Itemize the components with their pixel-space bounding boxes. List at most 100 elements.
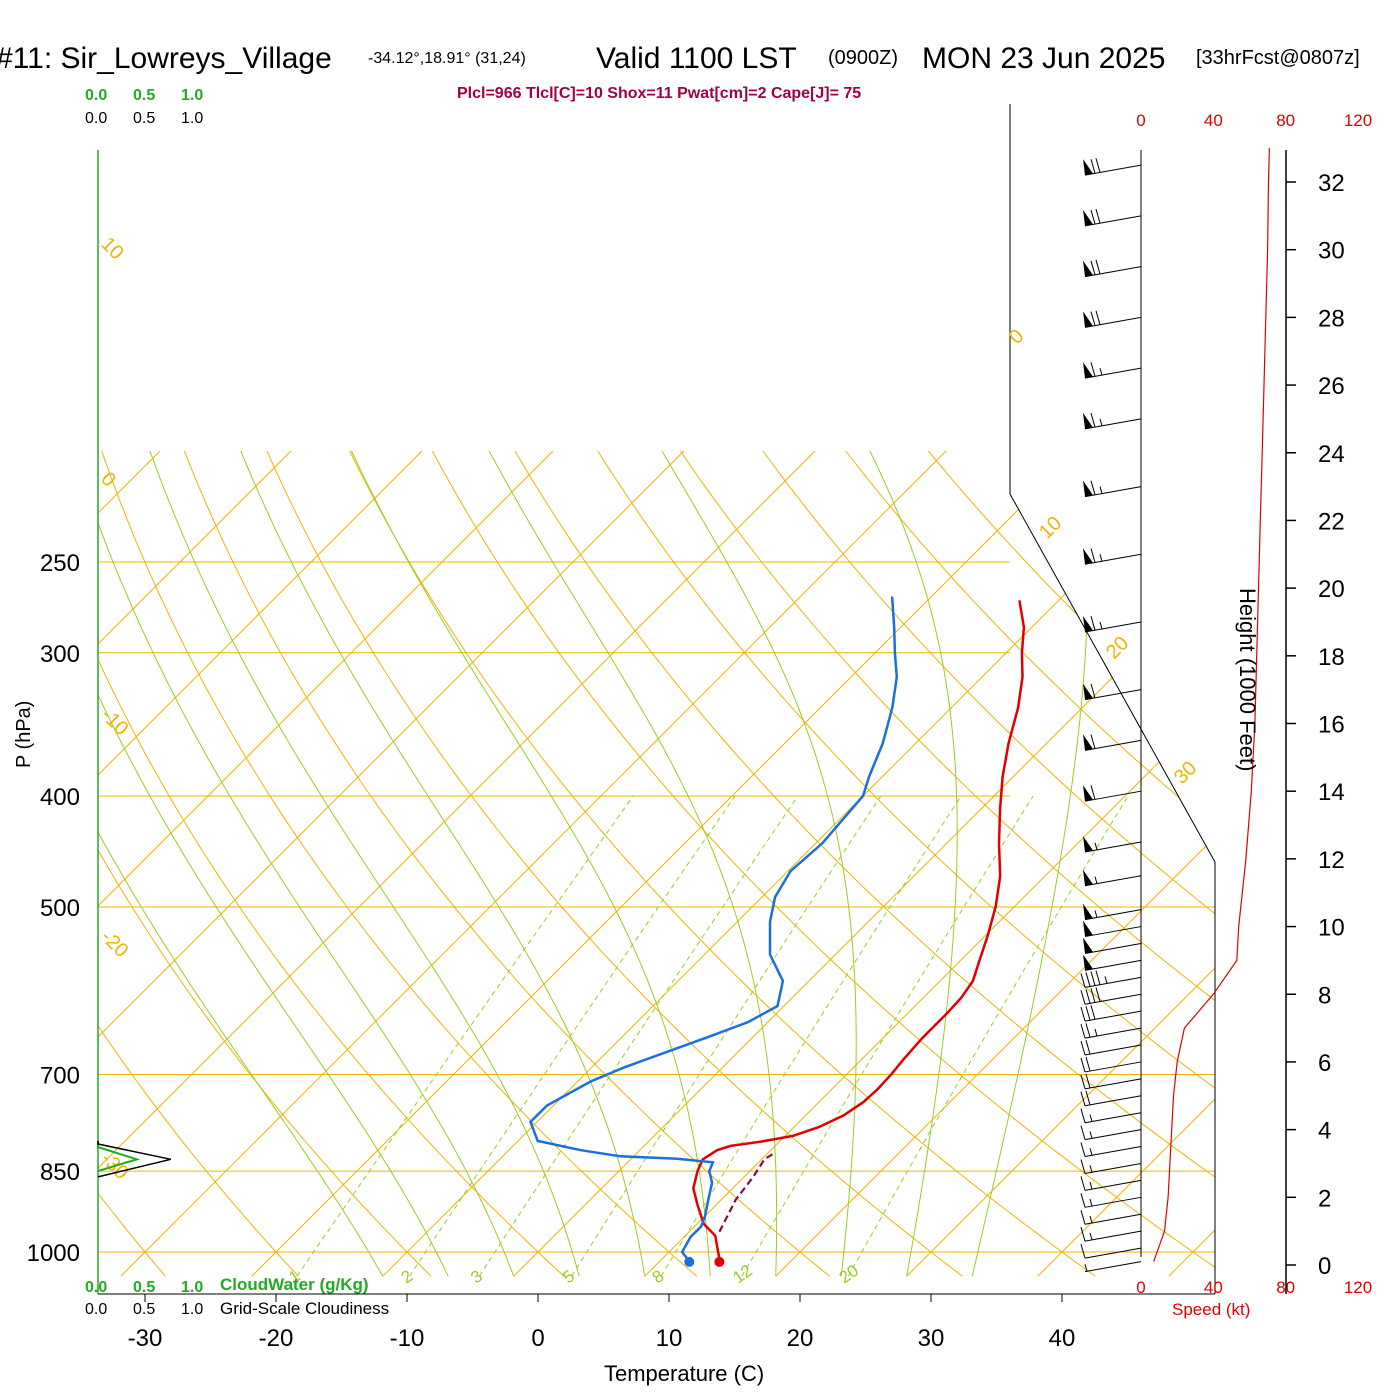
temperature-tick--10: -10 xyxy=(390,1325,425,1352)
barb-half-9 xyxy=(1089,1114,1093,1122)
wind-barb-18 xyxy=(1083,954,1142,971)
height-tick-14: 14 xyxy=(1318,779,1345,806)
wind-barbs xyxy=(1080,158,1142,1273)
barb-half-27 xyxy=(1099,621,1103,630)
wind-barb-4 xyxy=(1080,1193,1142,1208)
cloud-profiles xyxy=(97,1140,171,1178)
barb-flag-16 xyxy=(1085,989,1091,1004)
wind-barb-21 xyxy=(1083,903,1142,921)
barb-staff-23 xyxy=(1084,841,1142,853)
dry-adiabat-100 xyxy=(845,450,1215,1277)
wind-barb-23 xyxy=(1083,835,1142,853)
isotherm-label-6: 10 xyxy=(1035,512,1066,543)
barb-staff-8 xyxy=(1084,1129,1142,1141)
wind-barb-9 xyxy=(1080,1108,1142,1124)
barb-flag-12 xyxy=(1080,1057,1086,1073)
moist-adiabat-15 xyxy=(351,450,711,1277)
barb-staff-13 xyxy=(1084,1044,1142,1056)
cloud-water-bottom-tick-1: 0.5 xyxy=(133,1279,155,1296)
barb-flag-1 xyxy=(1080,1243,1086,1259)
barb-flag-11 xyxy=(1080,1074,1086,1089)
surface-temperature-dot xyxy=(714,1256,725,1267)
cloud-water-top-tick-0: 0.0 xyxy=(85,87,107,104)
height-tick-18: 18 xyxy=(1318,644,1345,671)
wind-barb-22 xyxy=(1083,869,1142,887)
mixing-ratio-label-12: 12 xyxy=(729,1261,755,1287)
barb-flag-16 xyxy=(1095,987,1101,1002)
mixing-ratio-lines xyxy=(296,795,1129,1277)
barb-flag-12 xyxy=(1085,1056,1091,1072)
moist-adiabat-10 xyxy=(240,450,646,1277)
dry-adiabat-140 xyxy=(1176,450,1215,1277)
isotherm-40 xyxy=(1037,450,1215,1277)
barb-flag-9 xyxy=(1080,1108,1086,1123)
barb-half-4 xyxy=(1089,1198,1093,1207)
isotherm-30 xyxy=(906,450,1215,1277)
speed-tick-top-80: 80 xyxy=(1276,111,1295,130)
barb-half-5 xyxy=(1089,1182,1093,1190)
valid-date: MON 23 Jun 2025 xyxy=(922,42,1165,75)
isotherm-label-0: 10 xyxy=(96,233,127,264)
mixing-ratio-label-5: 5 xyxy=(559,1266,578,1287)
barb-staff-28 xyxy=(1084,553,1142,565)
dewpoint-profile xyxy=(529,596,899,1263)
height-tick-32: 32 xyxy=(1318,170,1345,197)
isotherm-label-1: 0 xyxy=(96,468,119,491)
barb-pennant-26 xyxy=(1083,683,1093,700)
wind-barb-7 xyxy=(1080,1142,1142,1158)
barb-flag-28 xyxy=(1090,548,1096,563)
height-tick-20: 20 xyxy=(1318,576,1345,603)
wind-barb-6 xyxy=(1080,1159,1142,1174)
barb-pennant-21 xyxy=(1083,903,1093,920)
barb-staff-26 xyxy=(1084,689,1142,701)
dry-adiabat--10 xyxy=(98,450,432,1277)
barb-staff-19 xyxy=(1084,942,1142,954)
moist-adiabat-25 xyxy=(661,450,857,1277)
barb-flag-16 xyxy=(1090,988,1096,1003)
barb-staff-0 xyxy=(1084,1261,1142,1273)
isotherm--60 xyxy=(98,450,554,1277)
barb-half-6 xyxy=(1089,1165,1093,1173)
barb-pennant-34 xyxy=(1083,209,1093,226)
barb-pennant-18 xyxy=(1083,954,1093,971)
barb-flag-7 xyxy=(1080,1142,1086,1157)
station-title: #11: Sir_Lowreys_Village xyxy=(0,42,332,75)
barb-staff-18 xyxy=(1084,959,1142,971)
dry-adiabat-90 xyxy=(762,450,1215,1277)
height-tick-8: 8 xyxy=(1318,982,1331,1009)
wind-barb-32 xyxy=(1083,310,1142,328)
barb-flag-11 xyxy=(1085,1073,1091,1089)
cloud-water-label: CloudWater (g/Kg) xyxy=(220,1275,369,1294)
isotherm--70 xyxy=(98,450,423,1277)
pressure-tick-700: 700 xyxy=(40,1062,80,1089)
wind-barb-29 xyxy=(1083,480,1142,498)
wind-barb-25 xyxy=(1083,734,1142,751)
isotherm--40 xyxy=(98,450,816,1277)
wind-barb-13 xyxy=(1080,1039,1142,1056)
dry-adiabat--20 xyxy=(98,450,299,1277)
barb-pennant-28 xyxy=(1083,548,1093,565)
moist-adiabat-35 xyxy=(971,450,1088,1277)
wind-barb-33 xyxy=(1083,259,1142,278)
barb-staff-34 xyxy=(1084,215,1142,227)
forecast-info: [33hrFcst@0807z] xyxy=(1196,47,1360,69)
barb-pennant-29 xyxy=(1083,480,1093,497)
barb-flag-2 xyxy=(1080,1227,1086,1242)
speed-tick-top-120: 120 xyxy=(1344,111,1372,130)
barb-flag-32 xyxy=(1095,310,1101,325)
barb-pennant-35 xyxy=(1083,159,1093,176)
barb-half-14 xyxy=(1094,1028,1098,1037)
barb-half-2 xyxy=(1089,1232,1093,1241)
wind-barb-24 xyxy=(1083,785,1142,802)
barb-staff-5 xyxy=(1084,1179,1142,1191)
wind-barb-31 xyxy=(1083,362,1142,379)
surface-dewpoint-dot xyxy=(684,1256,695,1267)
temperature-tick-40: 40 xyxy=(1049,1325,1076,1352)
isotherm-lines xyxy=(98,450,1215,1277)
cloudiness-profile xyxy=(97,1140,171,1178)
barb-staff-21 xyxy=(1084,909,1142,921)
wind-barb-27 xyxy=(1083,615,1142,633)
